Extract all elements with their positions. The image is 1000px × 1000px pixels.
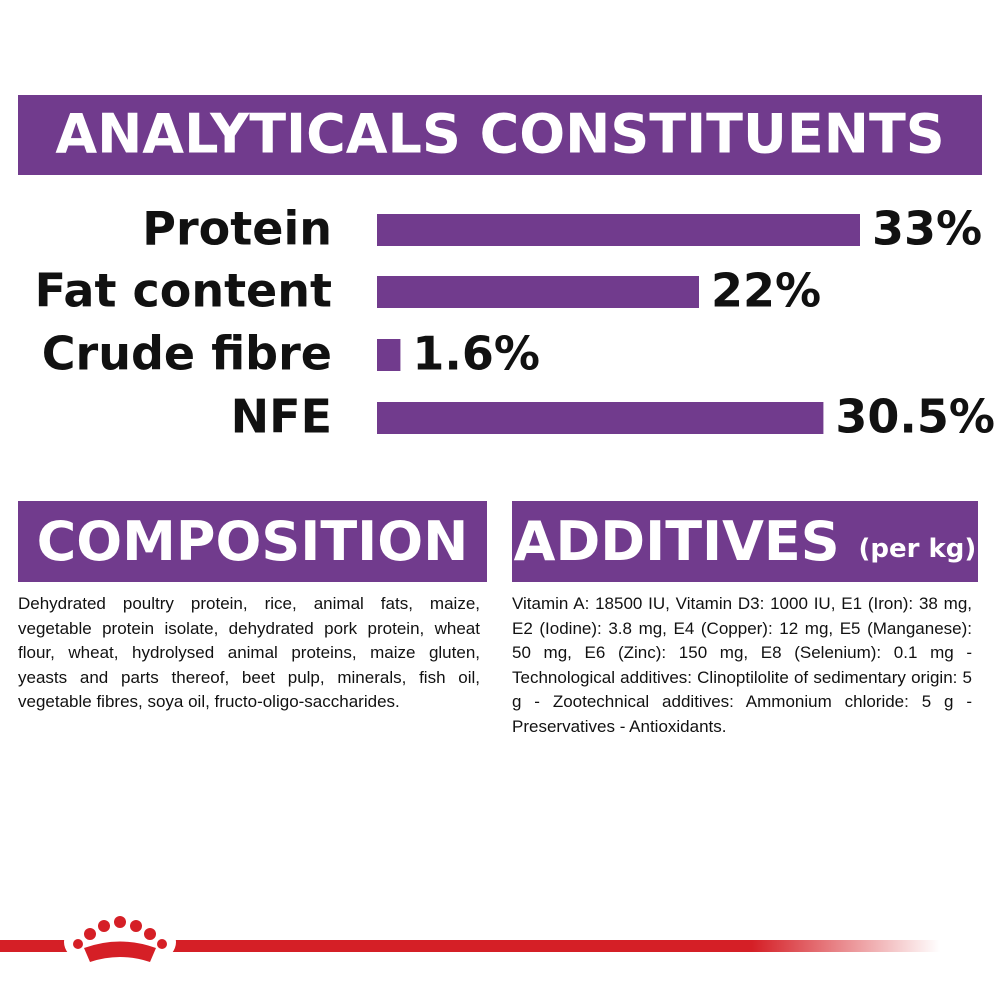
value-label: 1.6%: [412, 327, 540, 381]
value-label: 22%: [711, 264, 821, 318]
additives-banner: ADDITIVES (per kg): [512, 501, 978, 582]
category-label: Fat content: [35, 264, 332, 318]
category-label: Protein: [142, 202, 332, 256]
chart-title: ANALYTICALS CONSTITUENTS: [55, 103, 944, 166]
bar: [377, 339, 401, 371]
value-label: 33%: [872, 202, 982, 256]
category-label: Crude fibre: [42, 327, 332, 381]
value-label: 30.5%: [835, 390, 995, 444]
crown-logo: [64, 912, 176, 972]
bar: [377, 214, 860, 246]
title-banner: [18, 95, 982, 175]
additives-title: ADDITIVES: [513, 510, 840, 573]
additives-subtitle: (per kg): [858, 533, 977, 564]
category-label: NFE: [231, 390, 332, 444]
additives-text: Vitamin A: 18500 IU, Vitamin D3: 1000 IU…: [512, 594, 972, 736]
bar: [377, 276, 699, 308]
bar: [377, 402, 824, 434]
footer-line: [0, 940, 940, 952]
composition-text: Dehydrated poultry protein, rice, animal…: [18, 594, 480, 711]
composition-title: COMPOSITION: [36, 510, 469, 573]
composition-banner: COMPOSITION: [18, 501, 487, 582]
